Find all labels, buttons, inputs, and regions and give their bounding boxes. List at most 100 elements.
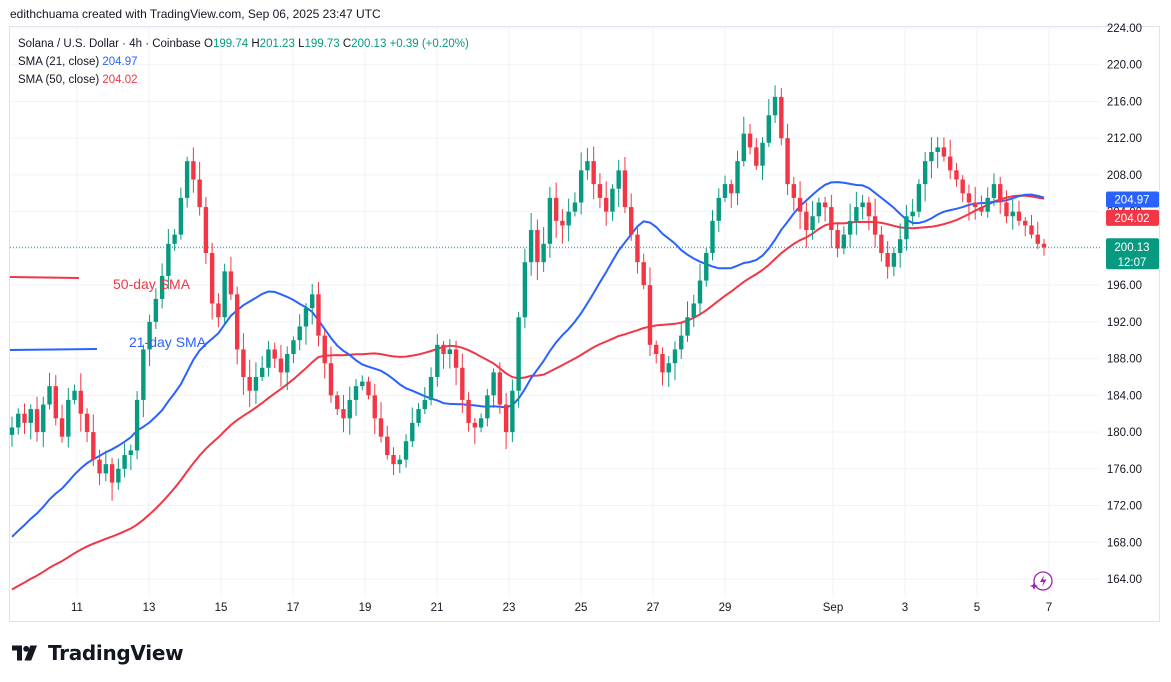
candle-body xyxy=(797,197,803,212)
y-tick-label: 224.00 xyxy=(1107,23,1142,35)
replay-icon[interactable] xyxy=(1033,571,1053,591)
candle-body xyxy=(685,317,690,336)
candle-body xyxy=(422,399,427,410)
ohlc-open: O199.74 xyxy=(204,38,249,50)
candle-body xyxy=(635,234,640,263)
candle-body xyxy=(966,193,972,203)
candle-body xyxy=(478,418,484,428)
x-tick-label: 29 xyxy=(719,602,732,614)
candle-body xyxy=(672,349,678,364)
symbol-ohlc-row: Solana / U.S. Dollar · 4h · Coinbase O19… xyxy=(18,35,469,53)
x-tick-label: 17 xyxy=(287,602,300,614)
candle-body xyxy=(1041,243,1047,248)
candle-body xyxy=(291,340,296,355)
candle-body xyxy=(28,409,33,423)
candle-body xyxy=(616,170,621,189)
candle-body xyxy=(835,230,840,249)
y-tick-label: 164.00 xyxy=(1107,574,1142,586)
candle-body xyxy=(310,294,315,309)
candle-body xyxy=(441,344,446,355)
candle-body xyxy=(553,197,559,221)
sma50-legend-row[interactable]: SMA (50, close) 204.02 xyxy=(18,74,138,86)
candle-body xyxy=(147,321,152,350)
candle-body xyxy=(410,422,415,442)
candle-body xyxy=(397,459,402,465)
x-tick-label: 25 xyxy=(575,602,588,614)
y-tick-label: 208.00 xyxy=(1107,170,1142,182)
candle-body xyxy=(916,184,922,212)
candle-body xyxy=(335,395,340,410)
tradingview-logo[interactable]: TradingView xyxy=(12,641,184,665)
candle-body xyxy=(447,349,453,355)
candle-body xyxy=(691,303,696,318)
sma21-legend-row[interactable]: SMA (21, close) 204.97 xyxy=(18,56,138,68)
candle-body xyxy=(947,156,953,171)
candle-body xyxy=(1029,225,1034,235)
candle-body xyxy=(416,409,421,423)
candle-body xyxy=(134,399,140,451)
candle-body xyxy=(704,252,709,281)
candle-body xyxy=(72,390,77,400)
sma21-annotation-line xyxy=(9,348,98,351)
candle-body xyxy=(116,468,121,483)
x-tick-label: 21 xyxy=(431,602,444,614)
candle-body xyxy=(747,133,753,148)
candle-body xyxy=(578,170,584,203)
x-tick-label: 19 xyxy=(359,602,372,614)
candle-body xyxy=(910,211,915,217)
candle-body xyxy=(810,216,815,231)
candle-body xyxy=(153,298,159,322)
ohlc-change: +0.39 (+0.20%) xyxy=(389,38,469,50)
y-tick-label: 176.00 xyxy=(1107,464,1142,476)
candle-body xyxy=(729,184,734,194)
candle-body xyxy=(722,184,728,198)
candle-body xyxy=(1010,211,1015,217)
candle-body xyxy=(191,161,196,180)
candle-body xyxy=(998,184,1003,203)
candle-body xyxy=(528,230,534,263)
candle-body xyxy=(1016,211,1022,221)
candle-body xyxy=(647,285,653,345)
sma50-price-badge: 204.02 xyxy=(1114,213,1149,225)
candle-body xyxy=(222,271,227,318)
candle-body xyxy=(272,349,277,359)
y-tick-label: 192.00 xyxy=(1107,317,1142,329)
candle-body xyxy=(491,372,496,396)
sma50-annotation-line xyxy=(9,276,80,279)
x-tick-label: 13 xyxy=(143,602,156,614)
sma50-line xyxy=(11,194,1045,591)
candle-body xyxy=(1023,220,1028,226)
candle-body xyxy=(328,363,334,396)
candle-body xyxy=(766,115,771,143)
candle-body xyxy=(572,202,578,212)
candle-body xyxy=(34,409,40,433)
candle-body xyxy=(297,326,302,341)
candle-body xyxy=(935,147,940,152)
candle-body xyxy=(22,413,27,423)
candle-body xyxy=(560,220,565,226)
candle-body xyxy=(172,234,177,244)
x-tick-label: 3 xyxy=(902,602,908,614)
candle-body xyxy=(716,197,721,221)
candle-body xyxy=(791,184,797,198)
candle-body xyxy=(860,202,865,208)
x-tick-label: 27 xyxy=(647,602,660,614)
candle-body xyxy=(372,395,377,419)
candle-body xyxy=(603,197,609,212)
candle-body xyxy=(522,262,528,318)
candle-body xyxy=(904,216,909,240)
candle-body xyxy=(341,409,346,419)
candle-body xyxy=(485,395,490,419)
candle-body xyxy=(122,455,127,469)
sma21-price-badge-bg xyxy=(1106,191,1159,208)
candle-body xyxy=(453,349,459,368)
candle-body xyxy=(266,349,271,368)
symbol-title[interactable]: Solana / U.S. Dollar · 4h · Coinbase xyxy=(18,38,201,50)
candle-body xyxy=(1035,234,1040,244)
candle-body xyxy=(285,354,290,373)
y-tick-label: 212.00 xyxy=(1107,133,1142,145)
candle-body xyxy=(247,376,252,391)
candle-body xyxy=(610,188,615,212)
candle-body xyxy=(591,161,596,185)
